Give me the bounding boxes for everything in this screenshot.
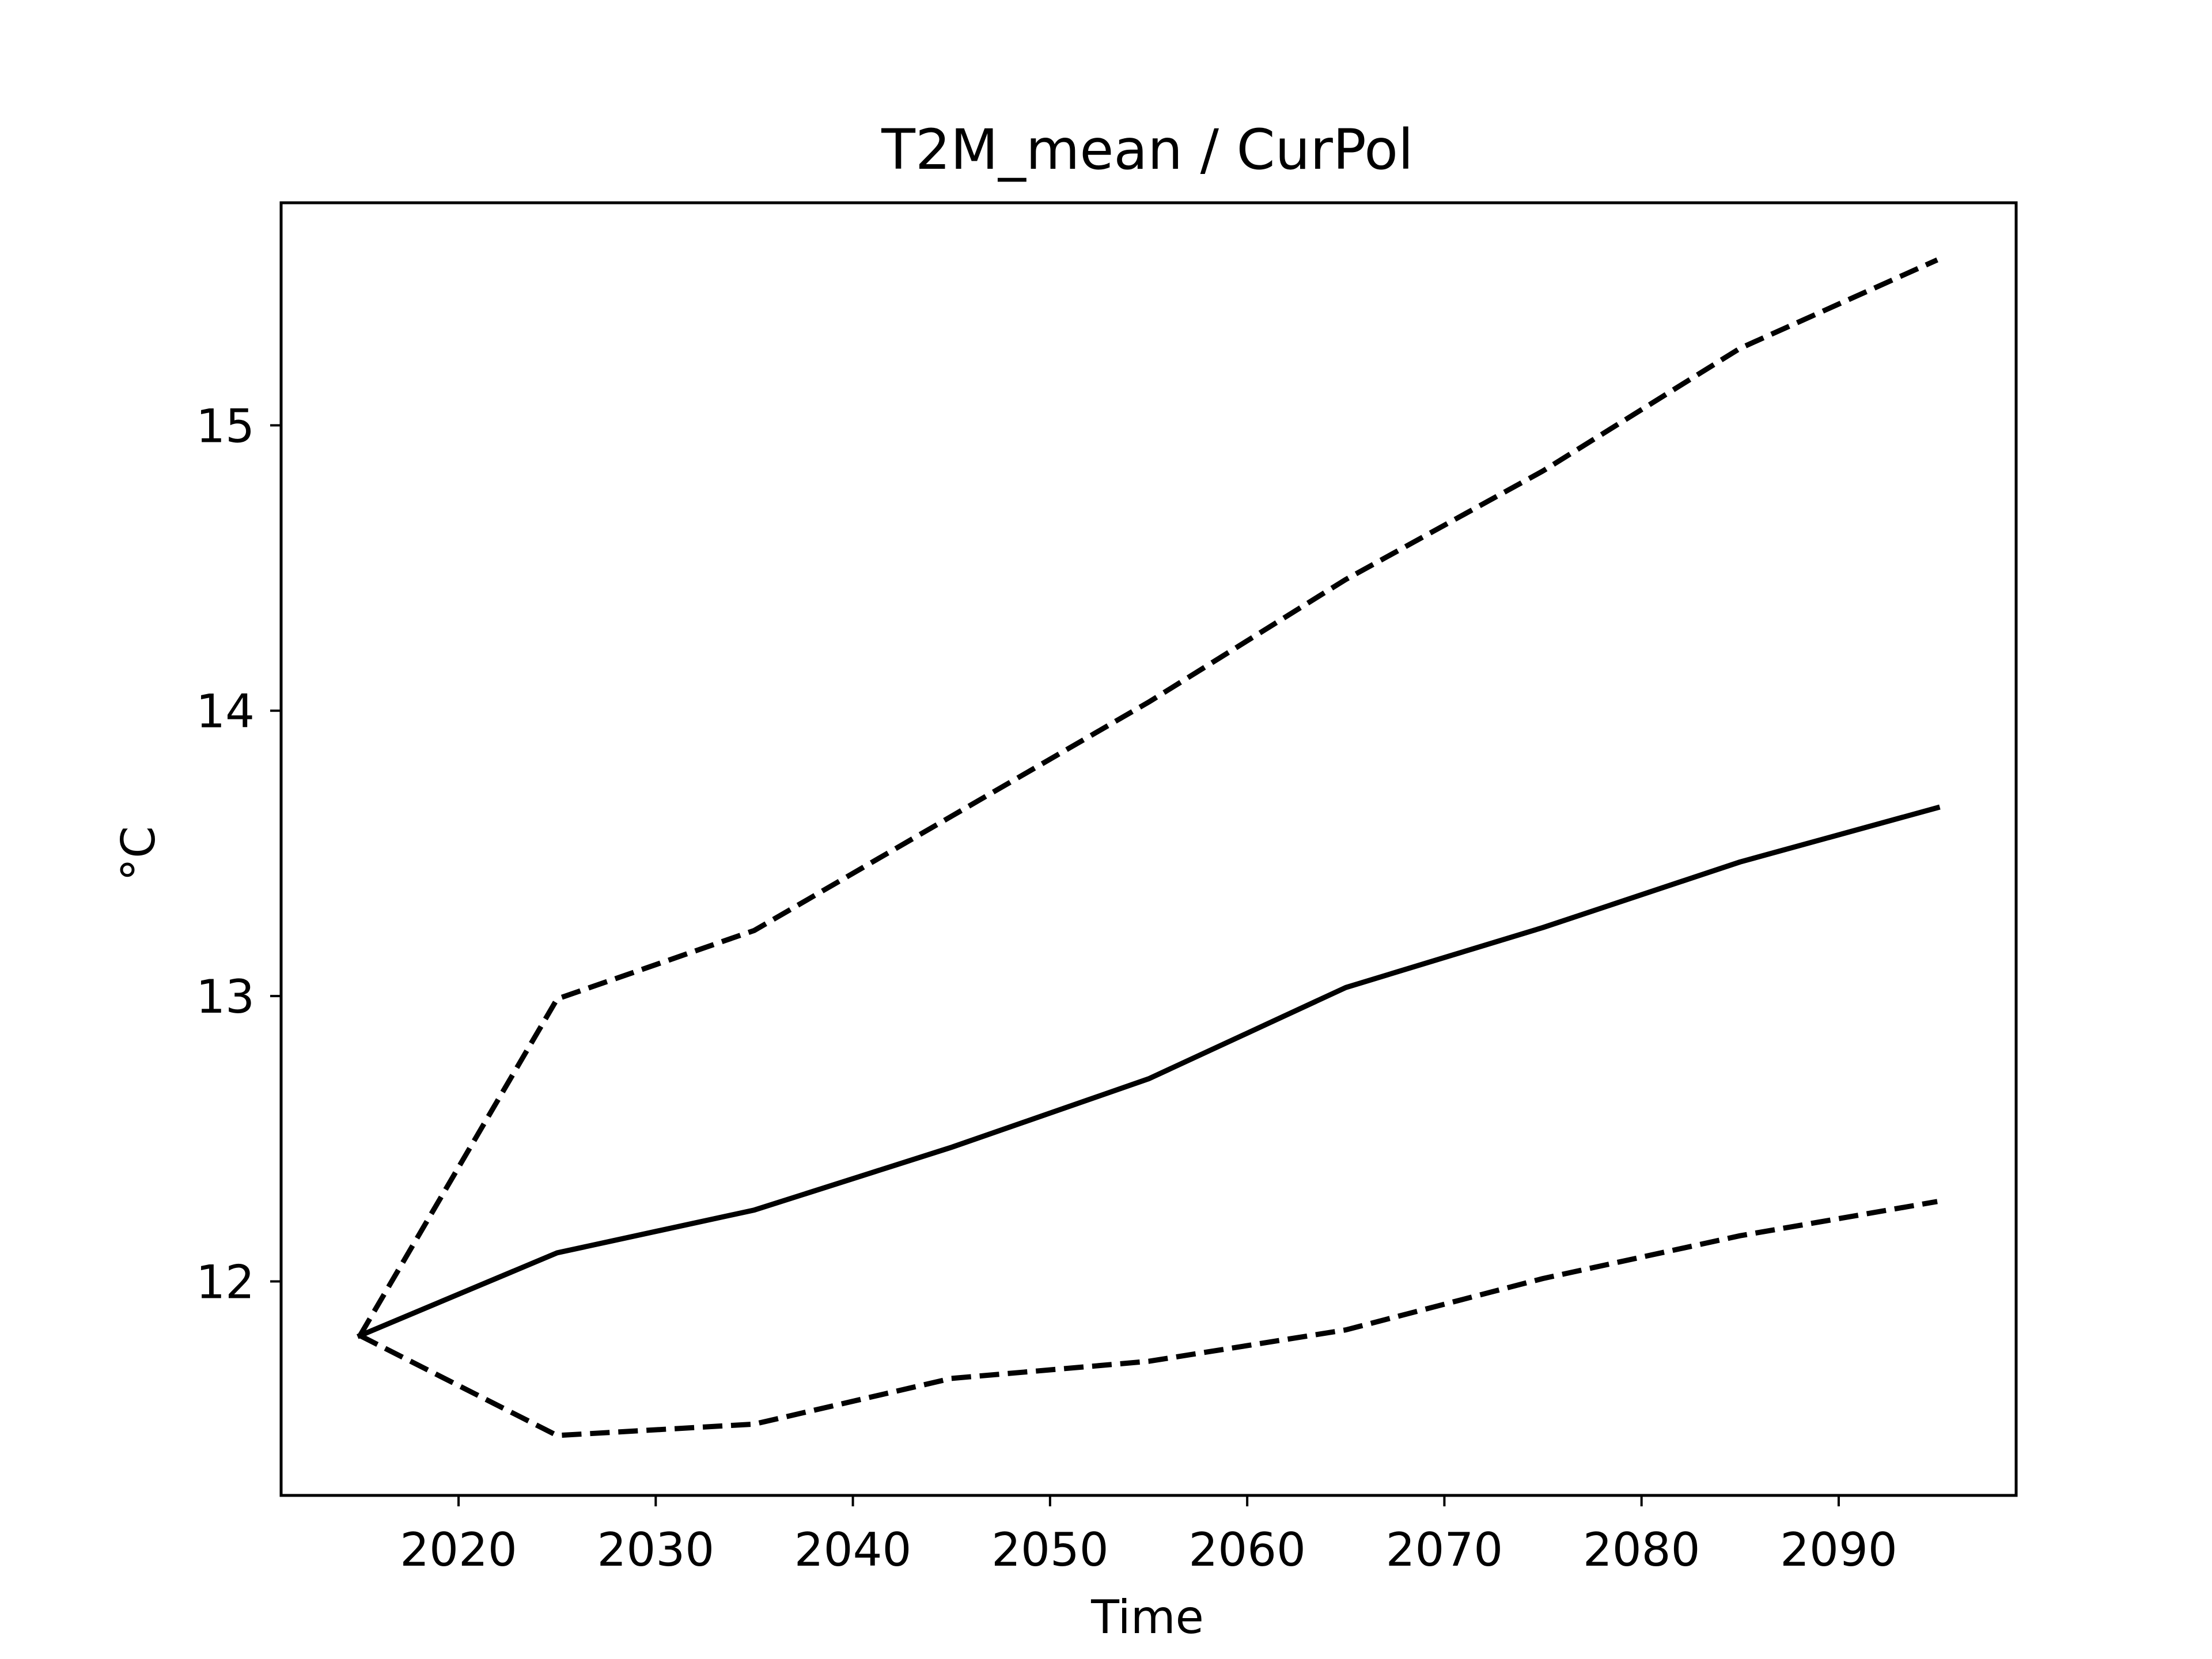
- series-line-3: [358, 1199, 1938, 1438]
- x-axis-label: Time: [1090, 1590, 1204, 1644]
- y-tick-label: 12: [196, 1255, 255, 1309]
- x-tick-label: 2090: [1780, 1523, 1897, 1577]
- x-tick-label: 2050: [991, 1523, 1109, 1577]
- x-tick-label: 2040: [794, 1523, 912, 1577]
- chart-title: T2M_mean / CurPol: [881, 118, 1413, 182]
- y-tick-label: 15: [196, 399, 255, 453]
- series-layer: [357, 257, 1941, 1438]
- x-axis-ticks: 2020 2030 2040 2050 2060 2070 2080 2090: [400, 1495, 1897, 1577]
- y-axis-label: °C: [112, 826, 165, 881]
- plot-area-frame: [279, 201, 2018, 1497]
- y-tick-label: 13: [196, 970, 255, 1024]
- x-tick-label: 2080: [1583, 1523, 1700, 1577]
- x-tick-label: 2060: [1188, 1523, 1306, 1577]
- x-tick-label: 2020: [400, 1523, 517, 1577]
- x-tick-label: 2070: [1386, 1523, 1503, 1577]
- series-line-2: [358, 257, 1938, 1337]
- y-axis-ticks: 12 13 14 15: [196, 399, 281, 1309]
- series-line-1: [357, 804, 1941, 1339]
- y-tick-label: 14: [196, 685, 255, 738]
- x-tick-label: 2030: [597, 1523, 715, 1577]
